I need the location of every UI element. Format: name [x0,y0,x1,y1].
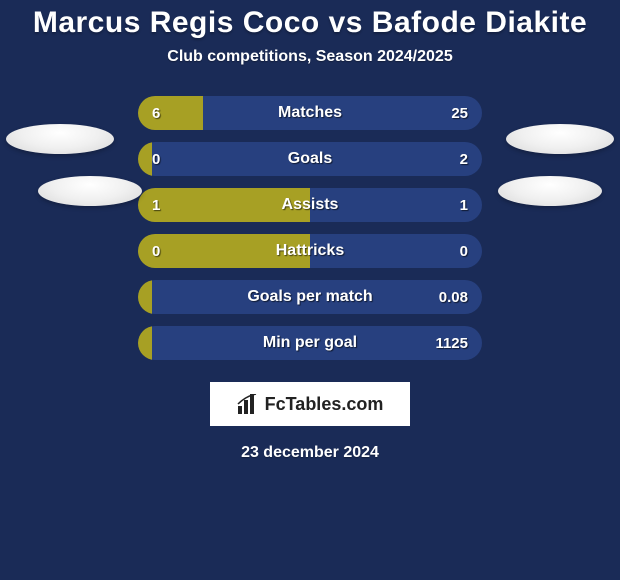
stat-label: Matches [138,96,482,130]
stat-label: Min per goal [138,326,482,360]
stat-label: Hattricks [138,234,482,268]
stat-row: 625Matches [138,96,482,130]
footer-date: 23 december 2024 [0,444,620,462]
subtitle: Club competitions, Season 2024/2025 [0,48,620,66]
player-badge [498,176,602,206]
stat-label: Goals per match [138,280,482,314]
stat-row: 02Goals [138,142,482,176]
player-badge [6,124,114,154]
page-title: Marcus Regis Coco vs Bafode Diakite [0,0,620,40]
brand-text: FcTables.com [265,394,384,415]
stat-label: Assists [138,188,482,222]
stat-row: 1125Min per goal [138,326,482,360]
bars-icon [237,394,259,414]
stat-row: 0.08Goals per match [138,280,482,314]
stats-container: 625Matches 02Goals 11Assists 00Hattricks 0.0… [138,96,482,360]
player-badge [38,176,142,206]
stat-row: 11Assists [138,188,482,222]
stat-label: Goals [138,142,482,176]
player-badge [506,124,614,154]
stat-row: 00Hattricks [138,234,482,268]
brand-logo: FcTables.com [210,382,410,426]
